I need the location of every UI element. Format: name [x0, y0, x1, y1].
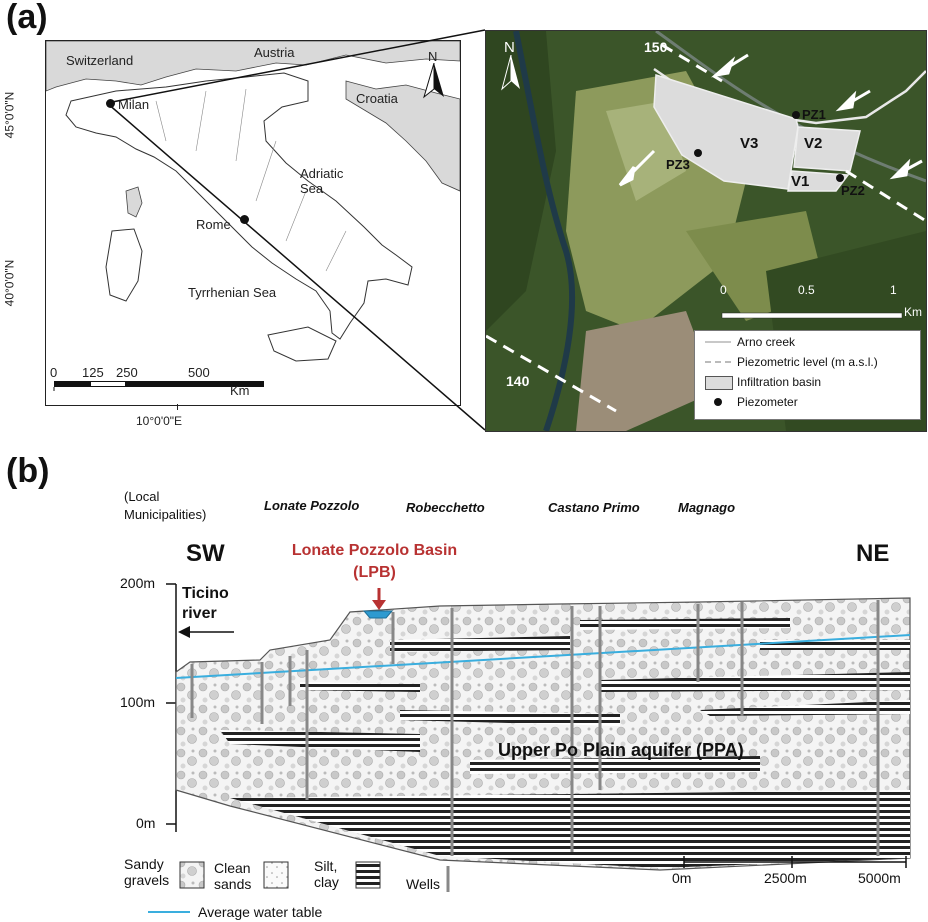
pz3-dot [694, 149, 702, 157]
muni-robecchetto: Robecchetto [406, 500, 485, 515]
site-map-legend: Arno creek Piezometric level (m a.s.l.) … [694, 330, 921, 420]
basin-v2-label: V2 [804, 135, 823, 152]
site-map-graphic [486, 31, 926, 431]
municipalities-label: (Local Municipalities) [124, 489, 207, 522]
muni-castano-primo: Castano Primo [548, 500, 640, 515]
pz2-label: PZ2 [841, 183, 865, 198]
scale-0m: 0m [672, 870, 692, 886]
label-austria: Austria [254, 45, 295, 60]
basin-label: Lonate Pozzolo Basin (LPB) [291, 542, 458, 581]
scale-tick-0: 0 [50, 365, 58, 380]
site-scale-05: 0.5 [798, 283, 815, 297]
tick-lon [177, 404, 178, 410]
y-tick-0: 0m [136, 815, 156, 831]
contour-150-label: 150 [644, 39, 668, 55]
legend-piezometer: Piezometer [703, 393, 918, 411]
legend-clean-sands: Clean sands [214, 860, 252, 892]
north-arrow-icon [423, 63, 444, 99]
water-table-line [175, 634, 911, 679]
milan-dot [106, 99, 115, 108]
label-milan: Milan [118, 97, 150, 112]
legend-water-table: Average water table [198, 904, 323, 920]
orientation-sw: SW [186, 540, 225, 567]
pz1-dot [792, 111, 800, 119]
label-tyrrhenian-sea: Tyrrhenian Sea [188, 285, 277, 300]
scale-tick-250: 250 [116, 365, 138, 380]
pz2-dot [836, 174, 844, 182]
orientation-ne: NE [856, 540, 890, 567]
north-arrow-label: N [428, 49, 438, 64]
scale-unit: Km [230, 383, 250, 398]
scale-5000m: 5000m [858, 870, 901, 886]
legend-piezometric-level: Piezometric level (m a.s.l.) [703, 353, 918, 371]
panel-b-label: (b) [6, 452, 50, 490]
site-north-arrow-icon [501, 55, 520, 91]
y-tick-200: 200m [120, 575, 156, 591]
site-scale-0: 0 [720, 283, 727, 297]
basin-v3-label: V3 [740, 135, 759, 152]
panel-a-label: (a) [6, 0, 48, 36]
site-scale-1: 1 [890, 283, 897, 297]
pz1-label: PZ1 [802, 107, 826, 122]
contour-140-label: 140 [506, 373, 530, 389]
scale-2500m: 2500m [764, 870, 807, 886]
pz3-label: PZ3 [666, 157, 690, 172]
italy-map-graphic [46, 41, 460, 391]
y-tick-100: 100m [120, 694, 156, 710]
legend-infiltration-basin: Infiltration basin [703, 373, 918, 391]
site-scale-unit: Km [904, 305, 922, 319]
muni-lonate-pozzolo: Lonate Pozzolo [264, 498, 360, 513]
legend-silt-clay: Silt, clay [314, 858, 339, 890]
label-rome: Rome [196, 217, 231, 232]
lon-10-label: 10°0'0"E [136, 414, 183, 428]
legend-arno-creek: Arno creek [703, 333, 918, 351]
site-north-label: N [504, 39, 515, 56]
site-map: N 150 140 V3 V2 V1 PZ1 PZ2 PZ3 0 0.5 1 K… [485, 30, 927, 432]
aquifer-label: Upper Po Plain aquifer (PPA) [498, 740, 744, 760]
scale-tick-125: 125 [82, 365, 104, 380]
label-croatia: Croatia [356, 91, 398, 106]
label-switzerland: Switzerland [66, 53, 134, 68]
zoom-lines [106, 29, 486, 431]
muni-magnago: Magnago [678, 500, 736, 515]
legend-wells: Wells [406, 876, 440, 892]
scale-tick-500: 500 [188, 365, 210, 380]
basin-v1-label: V1 [791, 173, 810, 190]
rome-dot [240, 215, 249, 224]
legend-sandy-gravels: Sandy gravels [124, 856, 170, 888]
label-adriatic-sea: Adriatic Sea [300, 166, 344, 196]
river-label: Ticino river [182, 585, 229, 622]
